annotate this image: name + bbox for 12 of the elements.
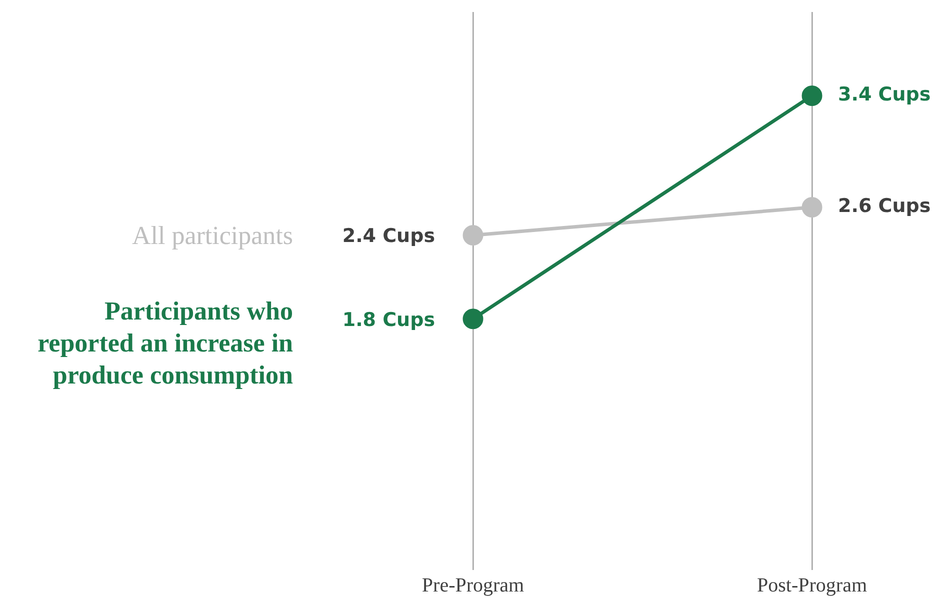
point: [462, 308, 484, 330]
data-label: 2.4 Cups: [342, 225, 435, 248]
text: Participants who reported an increase in produce consumption: [38, 296, 294, 390]
point: [462, 224, 484, 246]
point: [802, 197, 822, 218]
data-label: 1.8 Cups: [342, 308, 435, 331]
text: All participants: [132, 221, 293, 250]
data-label: 3.4 Cups: [838, 84, 931, 106]
x-tick-label: Post-Program: [757, 574, 868, 596]
x-tick-label: Pre-Program: [422, 574, 525, 596]
data-label: 2.6 Cups: [838, 195, 931, 218]
point: [802, 85, 822, 106]
